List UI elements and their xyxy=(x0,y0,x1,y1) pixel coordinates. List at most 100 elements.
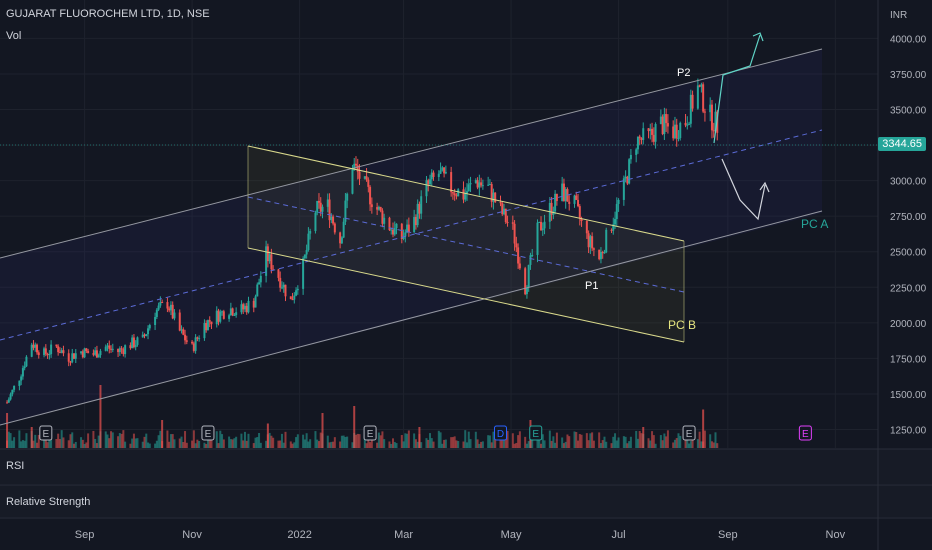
candle-body xyxy=(48,354,51,356)
volume-bar xyxy=(487,435,490,448)
candle-body xyxy=(265,246,268,276)
volume-bar xyxy=(383,439,386,448)
volume-bar xyxy=(148,443,151,448)
candle-body xyxy=(7,399,10,403)
volume-bar xyxy=(381,431,384,448)
candle-body xyxy=(159,302,162,306)
volume-bar xyxy=(696,439,699,448)
candle-body xyxy=(148,325,151,329)
volume-bar xyxy=(501,438,504,448)
candle-body xyxy=(305,250,308,255)
volume-bar xyxy=(332,441,335,448)
volume-bar xyxy=(118,433,121,448)
volume-bar xyxy=(171,434,174,448)
volume-bar xyxy=(450,437,453,448)
candle-body xyxy=(317,200,320,203)
candle-body xyxy=(108,345,111,349)
volume-bar xyxy=(159,430,162,448)
candle-body xyxy=(18,380,21,386)
volume-bar xyxy=(228,436,231,448)
event-marker-label: D xyxy=(497,429,504,440)
volume-bar xyxy=(679,435,682,448)
candle-body xyxy=(605,229,608,253)
candle-body xyxy=(506,221,509,223)
candle-body xyxy=(95,350,98,358)
candle-body xyxy=(71,353,74,363)
candle-body xyxy=(157,305,160,310)
candle-body xyxy=(379,206,382,211)
volume-bar xyxy=(44,437,47,448)
candle-body xyxy=(245,305,248,313)
candle-body xyxy=(425,180,428,197)
volume-bar xyxy=(665,436,668,448)
candle-body xyxy=(564,189,567,201)
candle-body xyxy=(499,202,502,204)
volume-bar xyxy=(617,437,620,448)
candle-body xyxy=(548,202,551,222)
volume-bar xyxy=(622,436,625,448)
volume-indicator-label[interactable]: Vol xyxy=(6,30,22,42)
candle-body xyxy=(147,328,150,335)
x-tick-label: Sep xyxy=(75,529,95,541)
rs-panel xyxy=(0,485,932,517)
volume-bar xyxy=(663,433,666,448)
candle-body xyxy=(143,334,146,337)
volume-bar xyxy=(192,430,195,448)
candle-body xyxy=(62,350,65,354)
volume-bar xyxy=(295,437,298,448)
volume-bar xyxy=(23,440,26,448)
candle-body xyxy=(67,353,70,362)
volume-spike xyxy=(266,423,269,448)
volume-bar xyxy=(242,440,245,448)
candle-body xyxy=(652,134,655,142)
bull-arrowhead xyxy=(752,32,764,42)
volume-bar xyxy=(344,436,347,448)
pc-b-mid xyxy=(247,196,685,293)
volume-bar xyxy=(587,440,590,448)
volume-bar xyxy=(379,435,382,448)
candle-body xyxy=(504,208,507,222)
candle-body xyxy=(32,344,35,348)
volume-bar xyxy=(654,443,657,448)
price-axis: 1250.00 1500.00 1750.00 2000.00 2250.00 2500.… xyxy=(890,34,927,436)
candle-body xyxy=(494,192,497,203)
candle-body xyxy=(155,309,158,317)
candle-body xyxy=(414,217,417,226)
relative-strength-panel-label[interactable]: Relative Strength xyxy=(6,496,91,508)
candle-body xyxy=(50,344,53,355)
volume-spike xyxy=(321,413,324,448)
event-marker-label: E xyxy=(367,429,374,440)
volume-bar xyxy=(9,433,12,448)
volume-bar xyxy=(62,437,65,448)
volume-bar xyxy=(562,443,565,448)
volume-bar xyxy=(60,430,63,448)
pc-a-lower xyxy=(0,210,823,426)
volume-bar xyxy=(293,442,296,448)
candle-body xyxy=(356,165,359,172)
volume-bar xyxy=(50,435,53,448)
candle-body xyxy=(309,231,312,234)
candle-body xyxy=(377,206,380,210)
volume-bar xyxy=(439,432,442,448)
volume-bar xyxy=(677,433,680,448)
volume-bar xyxy=(395,443,398,448)
label-pc-a: PC A xyxy=(801,217,828,231)
candle-body xyxy=(346,193,349,201)
volume-bar xyxy=(672,442,675,448)
candle-body xyxy=(635,149,638,155)
candle-body xyxy=(228,315,231,319)
candle-body xyxy=(73,353,76,359)
candle-body xyxy=(589,236,592,248)
volume-bar xyxy=(564,441,567,448)
pc-b-fill xyxy=(248,146,684,342)
candle-body xyxy=(464,193,467,200)
candle-body xyxy=(117,348,120,353)
candle-body xyxy=(628,159,631,184)
candle-body xyxy=(453,193,456,196)
candle-body xyxy=(554,193,557,212)
rsi-panel-label[interactable]: RSI xyxy=(6,460,25,472)
candle-body xyxy=(636,136,639,150)
volume-bar xyxy=(145,433,148,448)
